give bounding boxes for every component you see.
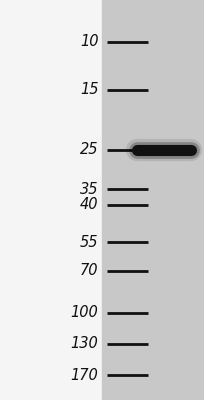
Text: 10: 10	[80, 34, 98, 50]
Text: 25: 25	[80, 142, 98, 157]
Text: 40: 40	[80, 198, 98, 212]
Text: 35: 35	[80, 182, 98, 197]
Text: 130: 130	[70, 336, 98, 351]
Text: 70: 70	[80, 263, 98, 278]
Bar	[102, 0, 204, 400]
Text: 55: 55	[80, 235, 98, 250]
Text: 15: 15	[80, 82, 98, 97]
Text: 170: 170	[70, 368, 98, 383]
Text: 100: 100	[70, 305, 98, 320]
